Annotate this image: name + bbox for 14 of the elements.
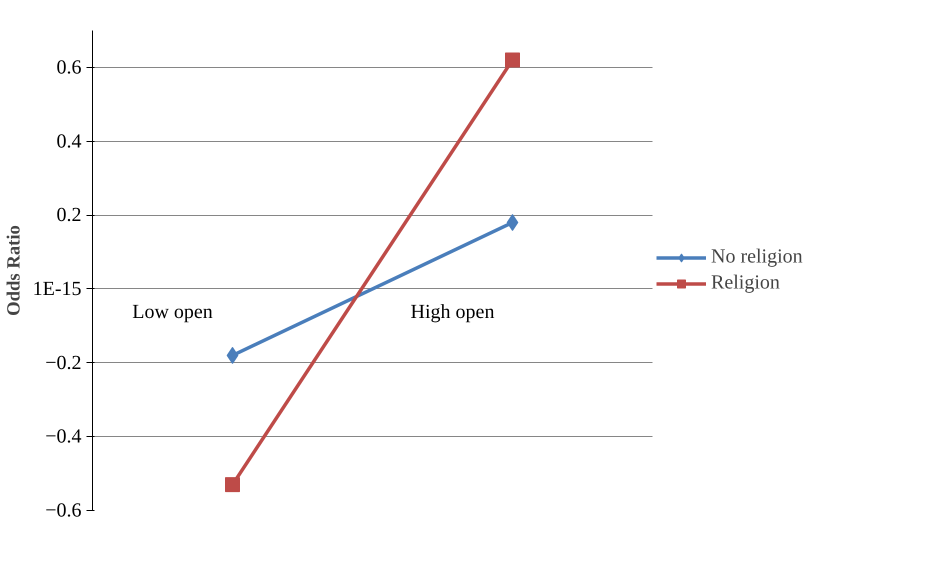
- y-axis-title: Odds Ratio: [4, 225, 25, 316]
- y-tick-label: 0.6: [56, 56, 82, 78]
- y-tick-label: −0.6: [45, 500, 82, 522]
- y-tick-label: 0.4: [56, 130, 82, 152]
- y-tick-label: 0.2: [56, 204, 82, 226]
- y-tick-label: 1E-15: [32, 278, 82, 300]
- legend-label: No religion: [711, 246, 803, 268]
- y-tick-label: −0.4: [45, 426, 82, 448]
- legend-label: Religion: [711, 272, 780, 294]
- point: [225, 477, 240, 492]
- x-tick-label: Low open: [132, 300, 213, 323]
- y-tick-label: −0.2: [45, 352, 82, 374]
- point: [505, 52, 520, 68]
- x-tick-label: High open: [410, 300, 494, 323]
